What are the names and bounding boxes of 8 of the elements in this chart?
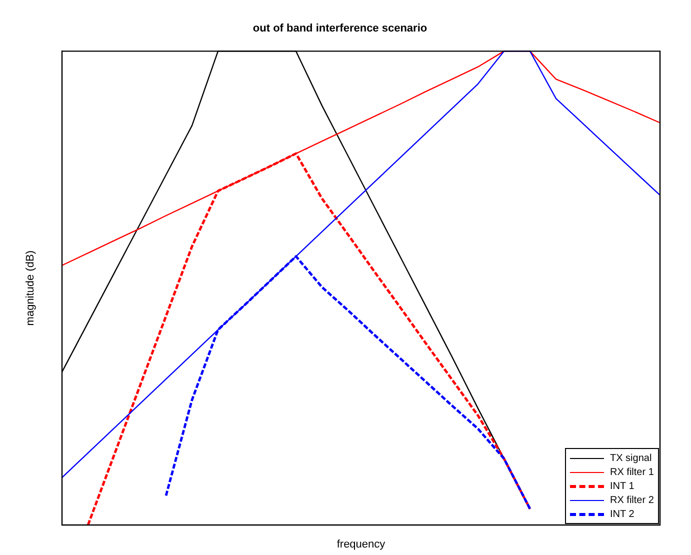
legend-label: RX filter 2 <box>610 494 654 506</box>
legend-label: TX signal <box>610 452 652 464</box>
legend-label: INT 2 <box>610 508 634 520</box>
legend-label: INT 1 <box>610 480 634 492</box>
x-axis-title: frequency <box>336 538 386 550</box>
chart-title: out of band interference scenario <box>252 22 428 35</box>
y-axis-title: magnitude (dB) <box>24 250 37 326</box>
legend-label: RX filter 1 <box>610 466 654 478</box>
